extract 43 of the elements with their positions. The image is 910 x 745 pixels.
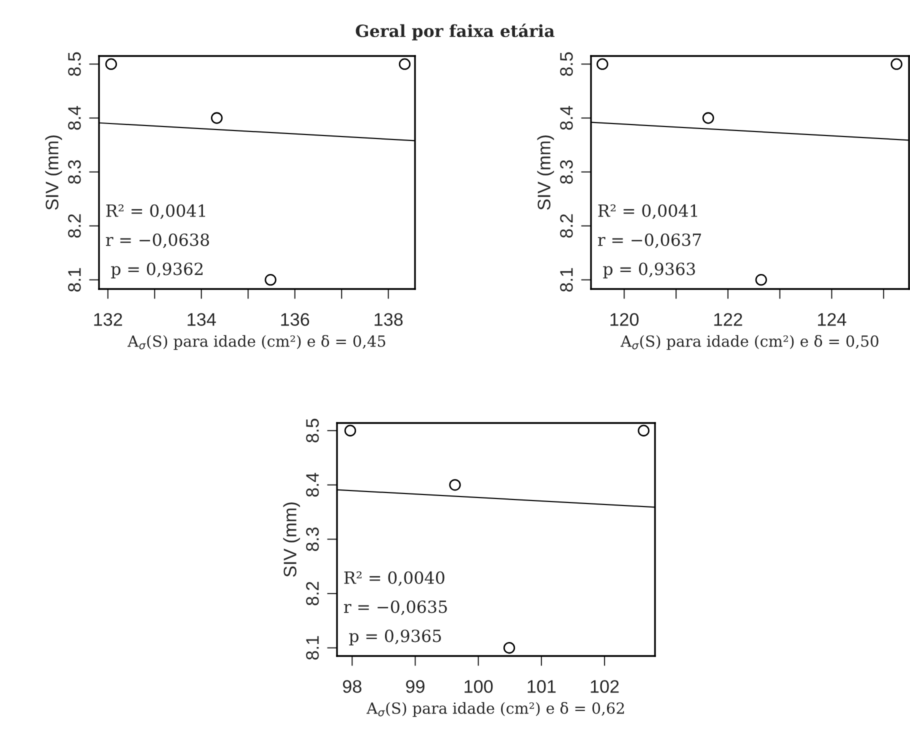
y-tick-label: 8.3	[68, 160, 81, 184]
x-tick-label: 120	[610, 313, 639, 326]
annotation: r = −0,0638	[106, 233, 210, 248]
annotation: R² = 0,0041	[106, 204, 206, 219]
x-tick-label: 134	[188, 313, 216, 326]
x-tick-label: 98	[342, 680, 362, 693]
y-axis-title: SIV (mm)	[283, 502, 300, 577]
y-tick-label: 8.4	[560, 106, 573, 130]
annotation: r = −0,0635	[344, 600, 447, 616]
x-tick-label: 102	[590, 680, 619, 693]
x-tick-label: 124	[818, 313, 846, 326]
x-tick-label: 132	[94, 313, 122, 326]
annotation: p = 0,9362	[111, 262, 203, 278]
y-tick-label: 8.4	[306, 472, 319, 497]
y-tick-label: 8.2	[68, 214, 81, 238]
annotation: R² = 0,0040	[344, 571, 444, 586]
annotation: p = 0,9363	[603, 262, 695, 278]
annotation: r = −0,0637	[598, 233, 701, 248]
y-tick-label: 8.2	[560, 214, 573, 238]
y-tick-label: 8.1	[560, 268, 573, 292]
y-tick-label: 8.1	[68, 268, 81, 292]
y-tick-label: 8.5	[68, 52, 81, 76]
x-tick-label: 101	[528, 680, 556, 693]
x-tick-label: 136	[281, 313, 310, 326]
annotation: R² = 0,0041	[598, 204, 698, 219]
x-tick-label: 138	[374, 313, 403, 326]
y-tick-label: 8.2	[306, 582, 319, 606]
x-axis-title: A$_{σ}$(S) para idade (cm²) e δ = 0,62	[366, 702, 624, 717]
y-tick-label: 8.3	[306, 527, 319, 551]
y-tick-label: 8.3	[560, 160, 573, 184]
annotation: p = 0,9365	[349, 630, 441, 646]
y-tick-label: 8.5	[306, 418, 319, 442]
x-tick-label: 122	[714, 313, 742, 326]
x-axis-title: A$_{σ}$(S) para idade (cm²) e δ = 0,45	[128, 335, 386, 350]
y-axis-title: SIV (mm)	[45, 136, 62, 210]
y-tick-label: 8.5	[560, 52, 573, 76]
y-axis-title: SIV (mm)	[537, 136, 554, 210]
x-tick-label: 100	[464, 680, 493, 693]
y-tick-label: 8.4	[68, 106, 81, 130]
text: Geral por faixa etária	[356, 24, 554, 40]
y-tick-label: 8.1	[306, 636, 319, 660]
x-axis-title: A$_{σ}$(S) para idade (cm²) e δ = 0,50	[620, 335, 878, 350]
x-tick-label: 99	[406, 680, 424, 693]
